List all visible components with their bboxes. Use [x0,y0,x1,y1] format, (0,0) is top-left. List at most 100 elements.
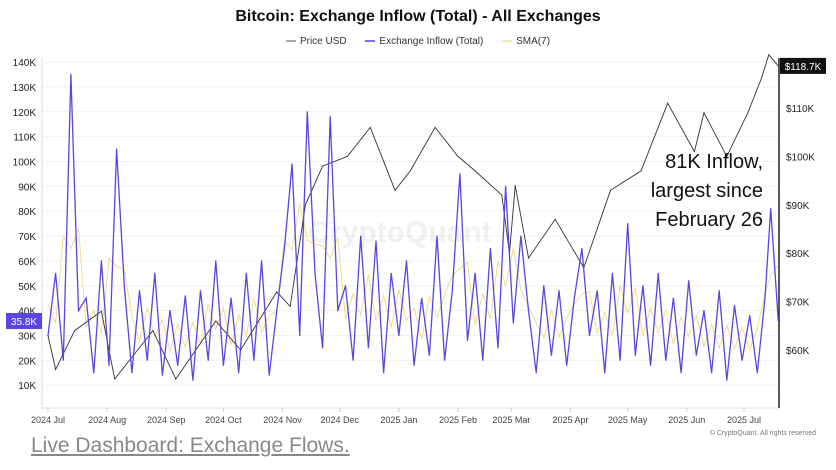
price-point [703,112,705,114]
inflow-point [596,290,598,292]
inflow-point [649,364,652,366]
inflow-point [444,359,446,361]
y-left-tick-label: 30K [18,331,36,342]
inflow-point [177,364,179,366]
inflow-point [634,354,636,356]
legend-item-price[interactable]: Price USD [285,36,347,47]
current-inflow-label: 35.8K [11,317,37,328]
inflow-point [642,285,644,287]
annotation-line: February 26 [655,209,763,231]
y-left-tick-label: 80K [18,207,36,218]
inflow-point [718,290,720,292]
price-point [768,54,770,56]
x-tick-label: 2024 Oct [205,415,242,425]
inflow-point [367,347,369,349]
legend: Price USD Exchange Inflow (Total) SMA(7) [0,36,836,47]
y-right-tick-label: $60K [786,346,810,357]
inflow-point [337,310,339,312]
price-point [610,189,612,191]
price-point [346,155,348,157]
annotation-line: 81K Inflow, [665,151,763,173]
inflow-point [405,260,408,262]
price-point [693,151,695,153]
x-tick-label: 2024 Sep [147,415,186,425]
inflow-point [756,372,758,374]
y-left-tick-label: 10K [18,381,36,392]
x-tick-label: 2024 Jul [31,415,65,425]
inflow-point [611,272,614,274]
x-tick-label: 2025 May [608,415,648,425]
current-inflow-badge [6,313,42,330]
inflow-point [726,379,728,381]
y-right-tick-label: $90K [786,201,810,212]
price-point [434,126,436,128]
inflow-point [777,320,779,322]
inflow-point [482,359,484,361]
inflow-point [398,334,400,337]
price-point [640,170,642,172]
x-tick-label: 2025 Apr [552,415,588,425]
inflow-point [764,297,766,299]
inflow-point [688,280,690,282]
y-right-tick-label: $80K [786,249,810,260]
inflow-point [474,272,476,274]
y-right-tick-label: $110K [786,104,815,115]
inflow-point [199,290,202,292]
inflow-point [314,272,316,274]
current-price-label: $118.7K [785,62,822,73]
legend-item-sma[interactable]: SMA(7) [502,36,550,47]
inflow-point [421,297,423,299]
price-point [369,126,371,128]
inflow-point [146,359,148,361]
price-point [726,155,728,157]
legend-label: Price USD [299,36,347,47]
price-point [747,112,749,114]
x-tick-label: 2025 Jul [727,415,761,425]
x-tick-label: 2024 Nov [263,415,302,425]
x-tick-label: 2025 Jan [380,415,417,425]
inflow-point [588,334,591,337]
inflow-point [291,163,293,165]
price-point [47,334,49,336]
price-point [322,165,324,167]
inflow-point [741,359,743,361]
price-point [394,189,396,191]
inflow-point [207,359,209,361]
y-left-tick-label: 90K [18,182,36,193]
inflow-point [436,235,438,237]
inflow-point [138,290,141,292]
price-point [760,78,762,80]
x-tick-label: 2024 Dec [320,415,359,425]
inflow-point [123,285,125,287]
inflow-point [505,185,507,187]
dashboard-link[interactable]: Live Dashboard: Exchange Flows. [31,434,350,457]
copyright: © CryptoQuant. All rights reserved [709,430,816,437]
price-point [777,65,779,67]
price-point [501,194,503,196]
y-left-tick-label: 40K [18,307,36,318]
price-point [175,378,177,380]
inflow-point [329,116,331,118]
inflow-point [619,359,621,361]
chart-title: Bitcoin: Exchange Inflow (Total) - All E… [235,8,601,25]
y-left-tick-label: 70K [18,232,36,243]
y-left-tick-label: 120K [13,108,37,119]
price-point [114,378,116,380]
inflow-point [520,235,522,237]
inflow-point [192,379,194,381]
price-point [100,310,102,312]
inflow-point [268,374,270,376]
y-right-tick-label: $100K [786,152,815,163]
y-left-tick-label: 140K [13,58,37,69]
inflow-point [383,372,385,374]
inflow-point [100,260,102,262]
legend-item-inflow[interactable]: Exchange Inflow (Total) [365,36,483,47]
inflow-point [230,297,232,299]
inflow-point [215,260,217,262]
price-point [152,330,154,332]
current-price-badge [780,57,826,74]
inflow-point [558,290,560,292]
price-point [276,291,278,293]
inflow-point [459,173,461,175]
inflow-point [70,73,72,76]
